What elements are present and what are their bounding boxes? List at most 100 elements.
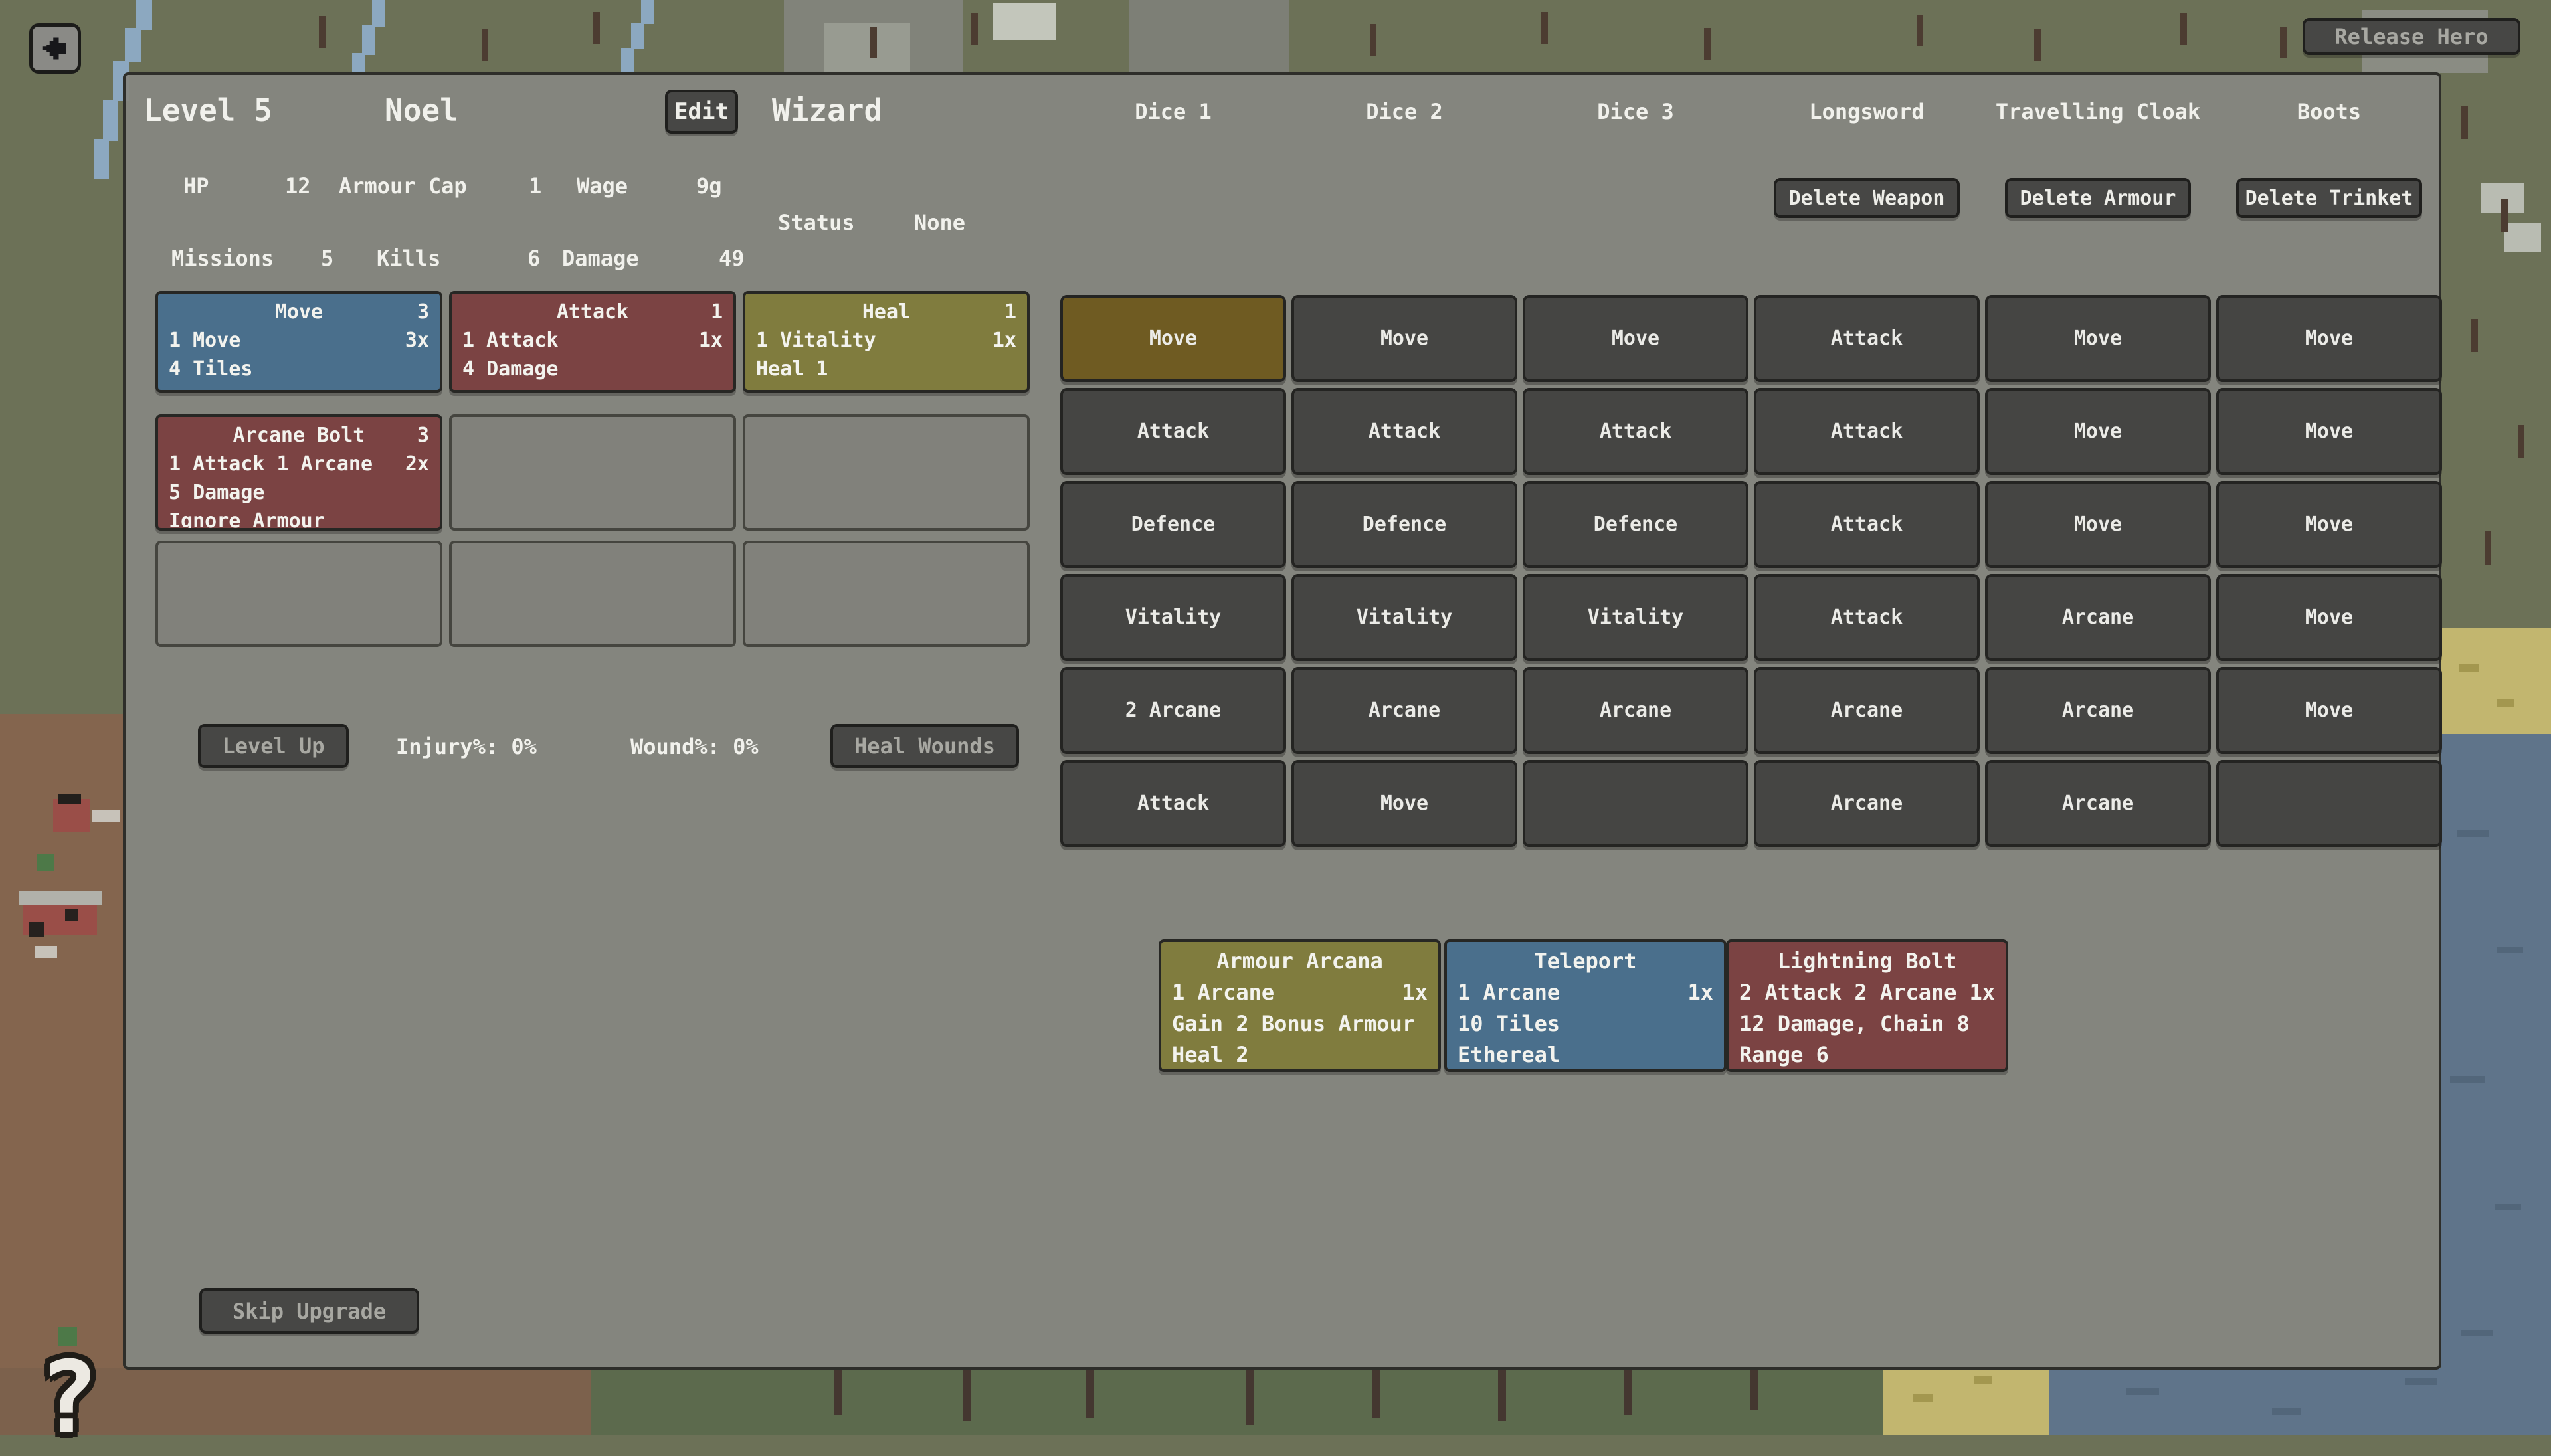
terrain-pixel <box>2457 830 2489 837</box>
card-line: Gain 2 Bonus Armour <box>1172 1011 1416 1036</box>
card-line: 12 Damage, Chain 8 <box>1739 1011 1970 1036</box>
terrain-pixel <box>372 0 385 27</box>
terrain-pixel <box>2405 1378 2437 1385</box>
terrain-pixel <box>1086 1368 1094 1418</box>
terrain-pixel <box>92 810 120 822</box>
card-title: Move <box>274 300 324 323</box>
card-cost: 2 Attack 2 Arcane <box>1739 980 1957 1005</box>
terrain-pixel <box>2461 106 2468 139</box>
dice-face-cell[interactable]: Attack <box>1754 574 1980 661</box>
dice-face-cell[interactable]: Defence <box>1291 481 1517 568</box>
heal-wounds-button[interactable]: Heal Wounds <box>830 724 1019 768</box>
dice-face-cell[interactable]: Arcane <box>1985 667 2211 754</box>
terrain-pixel <box>35 946 57 958</box>
terrain-pixel <box>2461 1330 2493 1336</box>
help-icon[interactable]: ? <box>39 1340 99 1456</box>
skip-upgrade-button[interactable]: Skip Upgrade <box>199 1288 419 1334</box>
terrain-pixel <box>2441 734 2551 1435</box>
terrain-pixel <box>319 16 326 48</box>
card-cost: 1 Arcane <box>1458 980 1560 1005</box>
dice-face-cell[interactable]: Arcane <box>1754 667 1980 754</box>
dice-face-cell[interactable]: Move <box>2216 667 2442 754</box>
dice-face-cell[interactable]: Attack <box>1754 388 1980 475</box>
back-button[interactable] <box>29 23 81 74</box>
ability-card[interactable]: Move 3 1 Move 3x 4 Tiles <box>155 291 442 393</box>
column-header: Longsword <box>1809 99 1925 124</box>
dice-face-cell[interactable]: Move <box>1985 388 2211 475</box>
edit-name-button[interactable]: Edit <box>665 90 738 134</box>
dice-face-cell[interactable]: Move <box>1291 760 1517 847</box>
card-uses: 1x <box>992 329 1016 352</box>
back-arrow-icon <box>41 34 70 63</box>
injury-percent: Injury%: 0% <box>396 734 537 759</box>
damage-value: 49 <box>719 246 745 271</box>
dice-face-cell[interactable]: 2 Arcane <box>1060 667 1286 754</box>
delete-weapon-button[interactable]: Delete Weapon <box>1774 178 1960 218</box>
dice-face-cell[interactable]: Arcane <box>1291 667 1517 754</box>
terrain-pixel <box>593 12 600 44</box>
terrain-pixel <box>1246 1368 1254 1425</box>
dice-face-cell[interactable]: Vitality <box>1060 574 1286 661</box>
dice-face-cell[interactable]: Vitality <box>1523 574 1748 661</box>
terrain-pixel <box>0 714 124 1435</box>
terrain-pixel <box>0 1368 591 1435</box>
dice-face-cell[interactable]: Arcane <box>1985 574 2211 661</box>
hero-panel: Level 5 Noel Edit Wizard HP 12 Armour Ca… <box>123 72 2442 1370</box>
dice-face-cell[interactable]: Move <box>1060 295 1286 382</box>
dice-face-cell[interactable]: Defence <box>1523 481 1748 568</box>
delete-armour-button[interactable]: Delete Armour <box>2005 178 2191 218</box>
card-cost: 1 Attack <box>462 329 559 352</box>
dice-face-cell[interactable]: Move <box>1985 481 2211 568</box>
dice-face-cell[interactable]: Attack <box>1060 760 1286 847</box>
dice-face-cell[interactable]: Move <box>1291 295 1517 382</box>
terrain-pixel <box>1917 15 1923 46</box>
release-hero-button[interactable]: Release Hero <box>2303 18 2520 55</box>
dice-face-cell[interactable]: Attack <box>1754 295 1980 382</box>
terrain-pixel <box>2450 1076 2485 1083</box>
dice-face-cell[interactable]: Move <box>2216 481 2442 568</box>
terrain-pixel <box>971 13 978 45</box>
ability-slot-empty <box>743 414 1030 531</box>
card-title: Teleport <box>1534 949 1637 974</box>
dice-face-cell[interactable]: Attack <box>1754 481 1980 568</box>
kills-value: 6 <box>527 246 541 271</box>
dice-face-cell[interactable]: Move <box>2216 574 2442 661</box>
terrain-pixel <box>37 854 54 871</box>
dice-face-cell[interactable]: Attack <box>1291 388 1517 475</box>
dice-face-cell[interactable]: Attack <box>1060 388 1286 475</box>
card-line: Heal 2 <box>1172 1042 1249 1067</box>
upgrade-card[interactable]: Armour Arcana 1 Arcane 1x Gain 2 Bonus Armo… <box>1159 939 1441 1072</box>
dice-face-cell[interactable]: Move <box>1985 295 2211 382</box>
upgrade-card[interactable]: Teleport 1 Arcane 1x 10 Tiles Ethereal <box>1444 939 1727 1072</box>
ability-card[interactable]: Arcane Bolt 3 1 Attack 1 Arcane 2x 5 Damage I… <box>155 414 442 531</box>
terrain-pixel <box>1750 1368 1758 1410</box>
dice-face-cell[interactable]: Arcane <box>1523 667 1748 754</box>
terrain-pixel <box>2497 699 2514 707</box>
ability-card[interactable]: Attack 1 1 Attack 1x 4 Damage <box>449 291 736 393</box>
dice-face-cell[interactable]: Defence <box>1060 481 1286 568</box>
dice-face-cell[interactable]: Move <box>2216 388 2442 475</box>
dice-face-cell[interactable]: Attack <box>1523 388 1748 475</box>
terrain-pixel <box>2280 27 2287 58</box>
card-count: 3 <box>417 424 429 447</box>
dice-face-cell[interactable]: Arcane <box>1754 760 1980 847</box>
ability-card[interactable]: Heal 1 1 Vitality 1x Heal 1 <box>743 291 1030 393</box>
upgrade-card[interactable]: Lightning Bolt 2 Attack 2 Arcane 1x 12 Dama… <box>1726 939 2008 1072</box>
delete-trinket-button[interactable]: Delete Trinket <box>2236 178 2422 218</box>
dice-face-cell[interactable]: Arcane <box>1985 760 2211 847</box>
card-line: 4 Tiles <box>169 357 253 381</box>
terrain-pixel <box>2497 947 2523 953</box>
card-line: Ethereal <box>1458 1042 1560 1067</box>
terrain-pixel <box>824 23 910 73</box>
level-up-button[interactable]: Level Up <box>198 724 349 768</box>
card-uses: 1x <box>1402 980 1428 1005</box>
card-uses: 1x <box>698 329 723 352</box>
terrain-pixel <box>2485 531 2491 565</box>
card-cost: 1 Attack 1 Arcane <box>169 452 373 476</box>
terrain-pixel <box>352 53 365 74</box>
dice-face-cell[interactable]: Vitality <box>1291 574 1517 661</box>
dice-face-cell[interactable]: Move <box>1523 295 1748 382</box>
terrain-pixel <box>2126 1388 2159 1395</box>
terrain-pixel <box>136 0 152 30</box>
dice-face-cell[interactable]: Move <box>2216 295 2442 382</box>
